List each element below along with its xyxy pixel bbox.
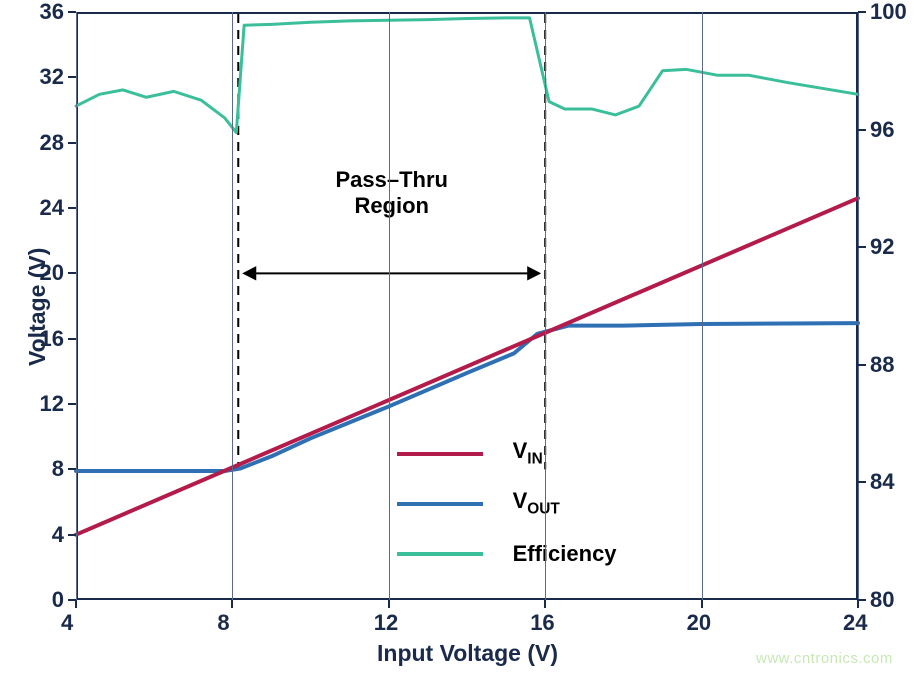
legend-item-efficiency: Efficiency [397, 529, 617, 579]
gridline-vertical [858, 12, 859, 600]
y-left-tick-label: 32 [40, 64, 64, 90]
x-tick-mark [388, 600, 390, 608]
x-tick-label: 24 [843, 610, 867, 636]
legend-swatch-vout [397, 502, 483, 506]
y-right-tick-label: 96 [870, 117, 894, 143]
y-left-tick-mark [68, 338, 76, 340]
y-right-tick-mark [858, 364, 866, 366]
x-tick-mark [75, 600, 77, 608]
x-tick-label: 12 [374, 610, 398, 636]
x-tick-mark [701, 600, 703, 608]
y-right-axis-title: Efficiency (%) [911, 277, 915, 386]
legend-label-vin: VIN [513, 438, 543, 468]
gridline-vertical [76, 12, 77, 600]
y-left-tick-label: 4 [52, 522, 64, 548]
y-right-tick-label: 88 [870, 352, 894, 378]
x-tick-label: 16 [530, 610, 554, 636]
y-right-tick-label: 80 [870, 587, 894, 613]
region-arrowhead-left [242, 266, 256, 280]
region-label-line1: Pass–Thru [322, 167, 462, 193]
y-left-tick-mark [68, 76, 76, 78]
gridline-vertical [545, 12, 546, 600]
gridline-vertical [389, 12, 390, 600]
chart-container: Input Voltage (V) Voltage (V) Efficiency… [0, 0, 915, 679]
y-left-tick-mark [68, 468, 76, 470]
y-left-tick-label: 8 [52, 456, 64, 482]
x-tick-mark [544, 600, 546, 608]
y-left-tick-mark [68, 11, 76, 13]
x-tick-label: 8 [217, 610, 229, 636]
x-tick-mark [231, 600, 233, 608]
x-axis-title: Input Voltage (V) [377, 640, 558, 667]
watermark: www.cntronics.com [756, 650, 893, 667]
y-right-tick-mark [858, 481, 866, 483]
y-right-tick-mark [858, 11, 866, 13]
gridline-vertical [232, 12, 233, 600]
x-tick-label: 4 [61, 610, 73, 636]
y-left-tick-label: 20 [40, 260, 64, 286]
y-right-tick-mark [858, 129, 866, 131]
legend-item-vout: VOUT [397, 479, 617, 529]
pass-thru-region-label: Pass–Thru Region [322, 167, 462, 219]
y-left-tick-label: 12 [40, 391, 64, 417]
legend-swatch-vin [397, 452, 483, 456]
y-left-tick-label: 24 [40, 195, 64, 221]
legend-swatch-efficiency [397, 552, 483, 556]
y-left-tick-label: 0 [52, 587, 64, 613]
y-right-tick-mark [858, 246, 866, 248]
y-left-tick-mark [68, 142, 76, 144]
legend-label-efficiency: Efficiency [513, 541, 617, 567]
gridline-vertical [702, 12, 703, 600]
region-label-line2: Region [322, 193, 462, 219]
y-left-tick-mark [68, 599, 76, 601]
y-left-tick-label: 28 [40, 130, 64, 156]
y-left-tick-label: 36 [40, 0, 64, 25]
legend: VIN VOUT Efficiency [397, 429, 617, 579]
y-right-tick-label: 100 [870, 0, 907, 25]
y-right-tick-label: 84 [870, 469, 894, 495]
y-right-tick-label: 92 [870, 234, 894, 260]
y-left-tick-label: 16 [40, 326, 64, 352]
legend-label-vout: VOUT [513, 488, 560, 518]
y-left-tick-mark [68, 403, 76, 405]
y-left-tick-mark [68, 207, 76, 209]
legend-item-vin: VIN [397, 429, 617, 479]
y-left-tick-mark [68, 534, 76, 536]
x-tick-label: 20 [687, 610, 711, 636]
y-left-tick-mark [68, 272, 76, 274]
series-efficiency [76, 18, 858, 133]
region-arrowhead-right [527, 266, 541, 280]
x-tick-mark [857, 600, 859, 608]
y-right-tick-mark [858, 599, 866, 601]
